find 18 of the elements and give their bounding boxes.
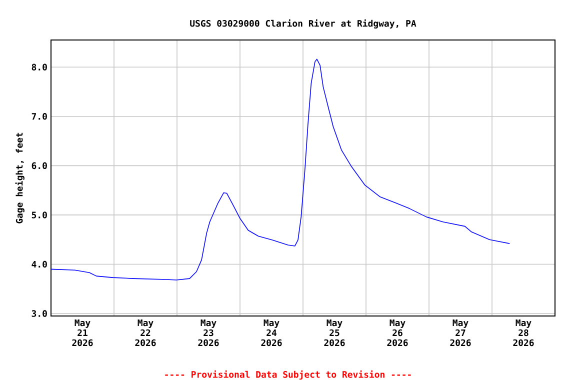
x-tick-label: May 27 2026: [450, 320, 471, 346]
y-axis-title: Gage height, feet: [15, 132, 24, 224]
y-tick-label: 8.0: [32, 64, 47, 70]
x-tick-label: May 21 2026: [72, 320, 93, 346]
y-tick-label: 7.0: [32, 112, 47, 120]
x-tick-label: May 28 2026: [513, 320, 534, 346]
text: ---- Provisional Data Subject to Revision ----: [165, 370, 411, 380]
x-tick-label: May 23 2026: [198, 320, 219, 346]
x-tick-label: May 26 2026: [387, 320, 408, 346]
y-tick-label: 5.0: [32, 212, 47, 218]
x-tick-label: May 24 2026: [261, 320, 282, 346]
x-tick-label: May 22 2026: [135, 320, 156, 346]
chart-title: USGS 03029000 Clarion River at Ridgway, PA: [190, 19, 416, 29]
line-series: [51, 58, 510, 280]
x-tick-label: May 25 2026: [324, 320, 345, 346]
y-tick-label: 6.0: [32, 162, 47, 170]
y-tick-label: 3.0: [32, 310, 47, 317]
y-tick-label: 4.0: [32, 260, 47, 268]
